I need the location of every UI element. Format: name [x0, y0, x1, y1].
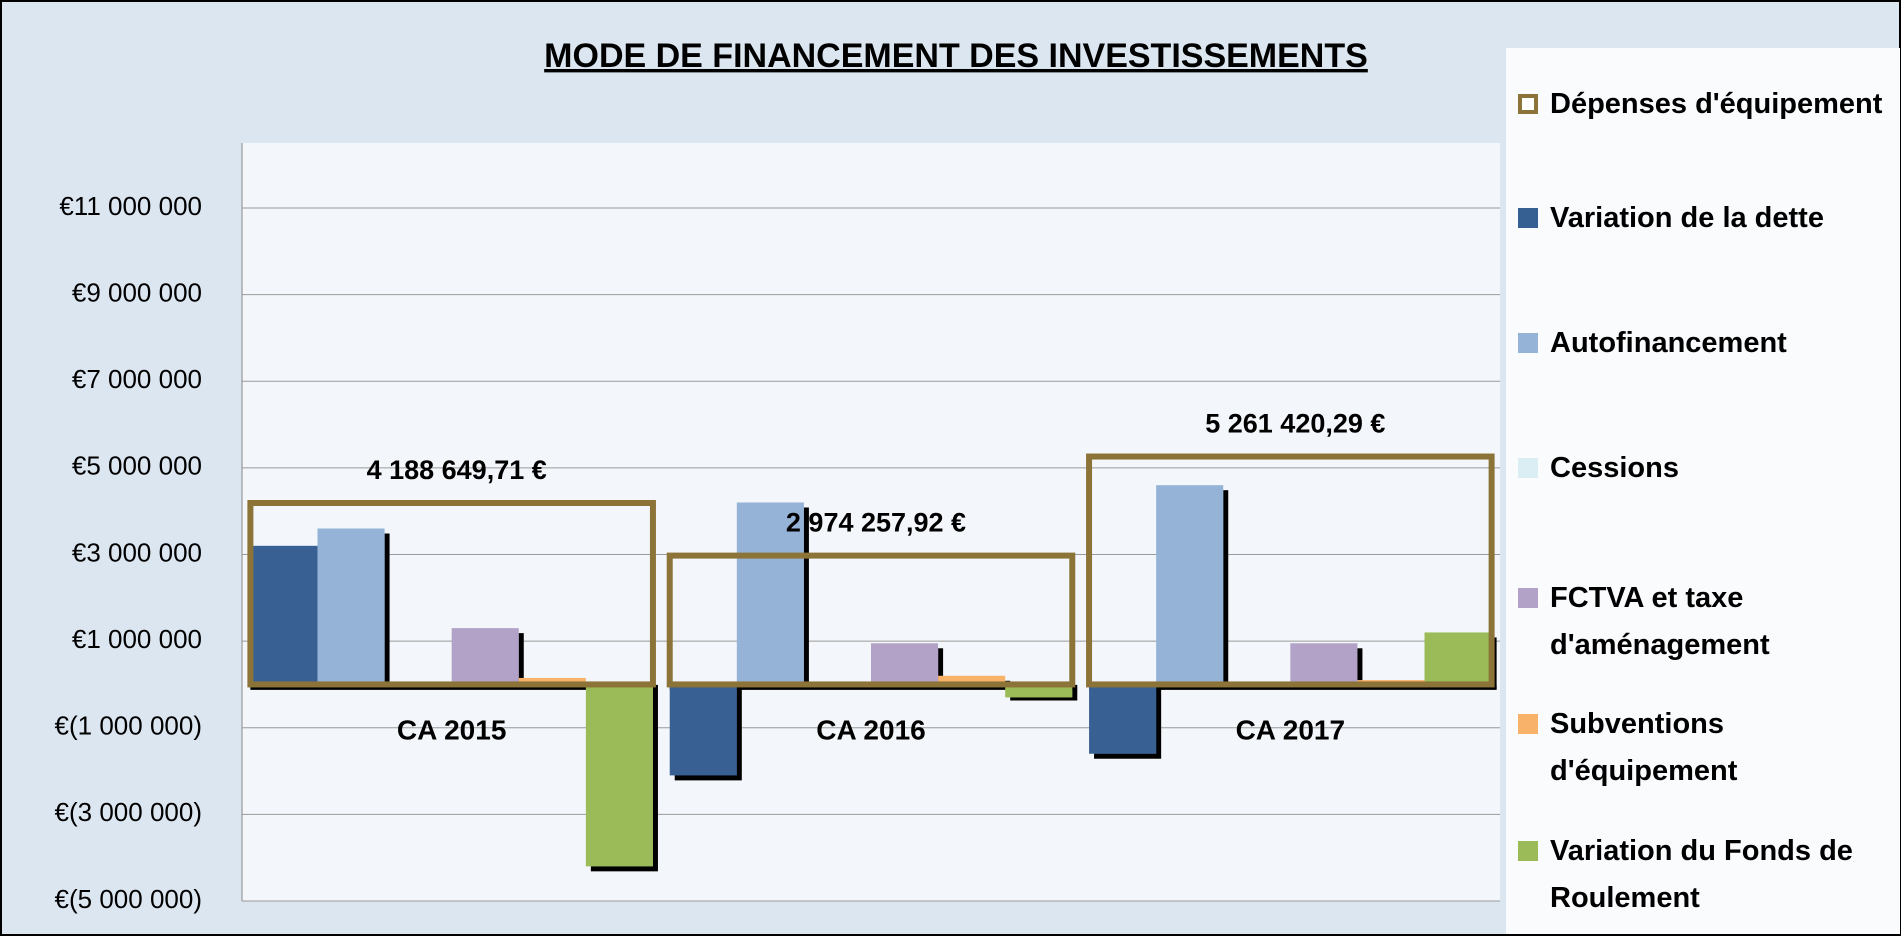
- bar: [1424, 632, 1492, 685]
- plot-area: [242, 143, 1500, 901]
- legend-label: Variation de la dette: [1550, 202, 1824, 234]
- bar: [518, 677, 586, 685]
- legend-swatch: [1518, 458, 1538, 478]
- bar: [250, 545, 318, 685]
- outline-bar: [666, 552, 1076, 688]
- y-tick-label: €9 000 000: [72, 277, 202, 307]
- y-tick-label: €3 000 000: [72, 537, 202, 567]
- bar: [451, 628, 519, 685]
- legend-swatch: [1518, 333, 1538, 353]
- legend-item: Variation du Fonds de Roulement: [1518, 828, 1898, 922]
- x-tick-label: CA 2016: [816, 714, 925, 745]
- legend-label: Variation du Fonds de Roulement: [1550, 835, 1853, 914]
- legend-item: Variation de la dette: [1518, 195, 1898, 242]
- bar: [1290, 643, 1358, 685]
- bar: [736, 502, 804, 685]
- bar: [938, 675, 1006, 685]
- x-tick-label: CA 2015: [397, 714, 506, 745]
- legend-item: Dépenses d'équipement: [1518, 81, 1898, 128]
- legend-label: Subventions d'équipement: [1550, 708, 1738, 787]
- legend-swatch: [1518, 208, 1538, 228]
- outline-bar: [1086, 453, 1495, 688]
- y-tick-label: €(1 000 000): [55, 711, 202, 741]
- bar: [669, 684, 737, 776]
- bar: [871, 643, 939, 685]
- y-tick-label: €(5 000 000): [55, 884, 202, 914]
- legend-swatch: [1518, 94, 1538, 114]
- legend-label: Cessions: [1550, 452, 1679, 484]
- outline-bar: [247, 500, 656, 688]
- bar: [1005, 684, 1073, 698]
- bar: [585, 684, 653, 867]
- y-tick-label: €11 000 000: [59, 191, 202, 221]
- data-label: 5 261 420,29 €: [1205, 409, 1385, 439]
- bar: [1089, 684, 1157, 754]
- bar: [1156, 485, 1224, 685]
- legend-swatch: [1518, 714, 1538, 734]
- data-label: 2 974 257,92 €: [786, 508, 966, 538]
- legend-label: FCTVA et taxe d'aménagement: [1550, 582, 1770, 661]
- legend-item: FCTVA et taxe d'aménagement: [1518, 575, 1898, 669]
- legend-item: Subventions d'équipement: [1518, 701, 1898, 795]
- x-tick-label: CA 2017: [1236, 714, 1345, 745]
- legend-background: [1506, 48, 1900, 934]
- legend-item: Cessions: [1518, 445, 1898, 492]
- legend-item: Autofinancement: [1518, 320, 1898, 367]
- legend-label: Autofinancement: [1550, 327, 1787, 359]
- legend-label: Dépenses d'équipement: [1550, 88, 1883, 120]
- legend-swatch: [1518, 841, 1538, 861]
- y-tick-label: €7 000 000: [72, 364, 202, 394]
- y-tick-label: €1 000 000: [72, 624, 202, 654]
- legend-swatch: [1518, 588, 1538, 608]
- data-label: 4 188 649,71 €: [367, 455, 547, 485]
- chart-title: MODE DE FINANCEMENT DES INVESTISSEMENTS: [544, 37, 1368, 75]
- y-tick-label: €(3 000 000): [55, 797, 202, 827]
- bar: [317, 528, 385, 685]
- y-tick-label: €5 000 000: [72, 451, 202, 481]
